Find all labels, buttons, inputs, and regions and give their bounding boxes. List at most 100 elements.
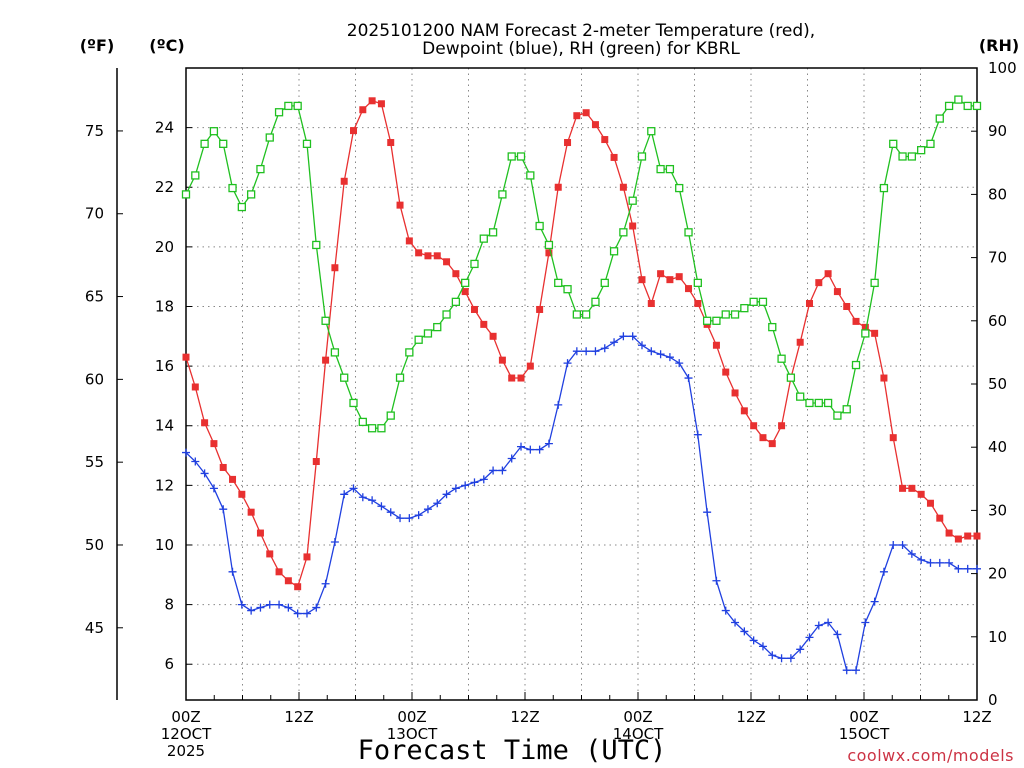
rh-point bbox=[200, 139, 209, 148]
rh-point bbox=[191, 171, 200, 180]
dewpoint-point bbox=[237, 600, 246, 609]
rh-point bbox=[442, 310, 451, 319]
dewpoint-point bbox=[777, 654, 786, 663]
dewpoint-point bbox=[749, 636, 758, 645]
temperature-point bbox=[564, 139, 572, 147]
rh-point bbox=[219, 139, 228, 148]
dewpoint-point bbox=[814, 621, 823, 630]
dewpoint-point bbox=[842, 666, 851, 675]
temperature-point bbox=[489, 332, 497, 340]
y-tick-label-celsius: 6 bbox=[164, 655, 174, 673]
x-tick-label: 00Z bbox=[849, 708, 878, 726]
y-tick-label-celsius: 22 bbox=[155, 178, 174, 196]
dewpoint-point bbox=[544, 439, 553, 448]
dewpoint-point bbox=[684, 374, 693, 383]
dewpoint-point bbox=[433, 499, 442, 508]
x-tick-label: 00Z bbox=[623, 708, 652, 726]
y-tick-label-celsius: 14 bbox=[155, 417, 174, 435]
temperature-point bbox=[573, 112, 581, 120]
dewpoint-point bbox=[731, 618, 740, 627]
dewpoint-point bbox=[358, 493, 367, 502]
dewpoint-point bbox=[517, 442, 526, 451]
rh-point bbox=[730, 310, 740, 319]
rh-point bbox=[675, 183, 684, 193]
rh-point bbox=[479, 234, 488, 243]
y-tick-label-rh: 50 bbox=[988, 375, 1007, 393]
temperature-point bbox=[954, 535, 962, 543]
dewpoint-point bbox=[191, 457, 200, 466]
rh-point bbox=[544, 240, 554, 250]
rh-point bbox=[349, 398, 358, 408]
dewpoint-point bbox=[675, 359, 684, 368]
credit-text: coolwx.com/models bbox=[847, 746, 1014, 765]
rh-point bbox=[972, 101, 982, 111]
dewpoint-point bbox=[758, 642, 767, 651]
rh-point bbox=[377, 424, 386, 433]
rh-point bbox=[637, 152, 647, 161]
x-axis-label: Forecast Time (UTC) bbox=[358, 735, 667, 766]
rh-point bbox=[656, 164, 665, 174]
y-tick-label-celsius: 12 bbox=[155, 476, 174, 494]
dewpoint-point bbox=[628, 332, 637, 341]
y-tick-label-rh: 100 bbox=[988, 59, 1017, 77]
temperature-point bbox=[424, 252, 432, 260]
y-tick-label-fahrenheit: 75 bbox=[85, 122, 104, 140]
y-tick-label-celsius: 8 bbox=[164, 596, 174, 614]
y-tick-label-rh: 60 bbox=[988, 312, 1007, 330]
temperature-point bbox=[350, 127, 358, 135]
rh-point bbox=[228, 183, 237, 193]
rh-point bbox=[749, 297, 758, 306]
rh-point bbox=[944, 101, 954, 111]
axis-ticks: 6 8 10 12 14 16 18 20 22 24 45 50 55 60 65 70 75 0 10 20 30 4… bbox=[85, 59, 1017, 760]
dewpoint-point bbox=[935, 558, 944, 567]
rh-point bbox=[796, 392, 805, 401]
temperature-point bbox=[480, 320, 488, 328]
dewpoint-point bbox=[954, 564, 963, 573]
dewpoint-point bbox=[470, 478, 479, 487]
rh-point bbox=[917, 146, 926, 155]
rh-point bbox=[712, 316, 721, 325]
x-tick-label: 00Z bbox=[171, 708, 200, 726]
rh-point bbox=[293, 101, 302, 111]
y-tick-label-celsius: 10 bbox=[155, 536, 174, 554]
dewpoint-point bbox=[256, 603, 265, 612]
dewpoint-point bbox=[405, 514, 414, 523]
y-tick-label-rh: 40 bbox=[988, 438, 1007, 456]
dewpoint-point bbox=[861, 618, 870, 627]
temperature-point bbox=[312, 458, 320, 466]
rh-point bbox=[740, 304, 749, 313]
rh-point bbox=[563, 285, 572, 294]
rh-point bbox=[628, 196, 637, 205]
dewpoint-point bbox=[442, 490, 451, 499]
dewpoint-point bbox=[889, 540, 898, 549]
dewpoint-point bbox=[917, 555, 926, 564]
temperature-point bbox=[926, 499, 934, 507]
rh-point bbox=[842, 405, 851, 414]
temperature-point bbox=[461, 288, 469, 296]
y-tick-label-fahrenheit: 70 bbox=[85, 205, 104, 223]
rh-series-line bbox=[185, 98, 977, 429]
x-tick-label: 12Z bbox=[962, 708, 991, 726]
dewpoint-point bbox=[368, 496, 377, 505]
temperature-point bbox=[815, 279, 823, 287]
rh-point bbox=[609, 247, 619, 256]
dewpoint-point bbox=[200, 469, 209, 478]
rh-point bbox=[414, 335, 423, 344]
rh-point bbox=[237, 202, 246, 212]
temperature-point bbox=[750, 422, 758, 430]
temperature-point bbox=[843, 302, 851, 310]
temperature-point bbox=[256, 529, 264, 537]
series-layer bbox=[181, 95, 982, 675]
dewpoint-point bbox=[963, 564, 972, 573]
temperature-point bbox=[526, 362, 534, 370]
rh-point bbox=[963, 101, 972, 111]
temperature-point bbox=[768, 440, 776, 448]
y-tick-label-fahrenheit: 65 bbox=[85, 288, 104, 306]
rh-point bbox=[693, 278, 702, 288]
rh-point bbox=[340, 373, 349, 382]
y-tick-label-rh: 30 bbox=[988, 501, 1007, 519]
temperature-point bbox=[908, 484, 916, 492]
temperature-point bbox=[554, 183, 562, 191]
y-tick-label-celsius: 16 bbox=[155, 357, 174, 375]
y-tick-label-rh: 20 bbox=[988, 565, 1007, 583]
